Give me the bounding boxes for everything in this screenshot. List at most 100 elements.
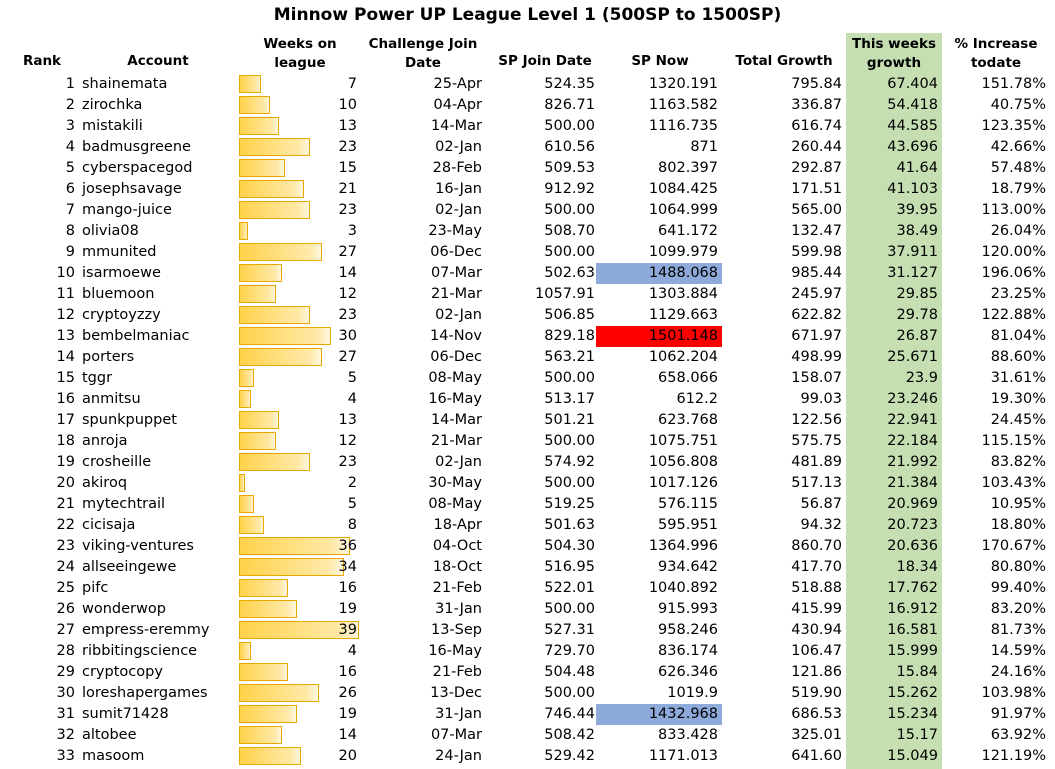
table-row: 21 mytechtrail 5 08-May 519.25 576.115 56.87 20… [0, 494, 1055, 515]
week-growth-cell: 15.999 [887, 643, 938, 659]
header-sp-join-date: SP Join Date [498, 53, 592, 69]
account-cell: sumit71428 [82, 706, 169, 722]
join-date-cell: 25-Apr [433, 76, 482, 92]
account-cell: mytechtrail [82, 496, 166, 512]
table-row: 18 anroja 12 21-Mar 500.00 1075.751 575.75 22.1… [0, 431, 1055, 452]
table-row: 25 pifc 16 21-Feb 522.01 1040.892 518.88 17.762… [0, 578, 1055, 599]
account-cell: wonderwop [82, 601, 166, 617]
weeks-cell: 15 [338, 160, 357, 176]
sp-now-cell: 1064.999 [648, 202, 718, 218]
header-this-weeks-line2: growth [866, 55, 922, 71]
sp-join-cell: 508.70 [544, 223, 595, 239]
header-total-growth: Total Growth [735, 53, 833, 69]
account-cell: allseeingewe [82, 559, 177, 575]
account-cell: cryptoyzzy [82, 307, 161, 323]
sp-join-cell: 527.31 [544, 622, 595, 638]
increase-cell: 91.97% [990, 706, 1046, 722]
weeks-cell: 5 [347, 496, 357, 512]
sp-now-cell: 623.768 [658, 412, 718, 428]
week-growth-cell: 37.911 [887, 244, 938, 260]
sp-now-cell: 1116.735 [648, 118, 718, 134]
total-growth-cell: 565.00 [791, 202, 842, 218]
weeks-cell: 13 [338, 412, 357, 428]
increase-cell: 103.43% [981, 475, 1046, 491]
weeks-data-bar [239, 138, 310, 156]
weeks-cell: 2 [347, 475, 357, 491]
weeks-data-bar [239, 75, 261, 93]
weeks-cell: 10 [338, 97, 357, 113]
total-growth-cell: 519.90 [791, 685, 842, 701]
sp-now-cell: 1017.126 [648, 475, 718, 491]
weeks-data-bar [239, 327, 331, 345]
table-row: 31 sumit71428 19 31-Jan 746.44 1432.968 686.53… [0, 704, 1055, 725]
table-row: 4 badmusgreene 23 02-Jan 610.56 871 260.44 43.6… [0, 137, 1055, 158]
join-date-cell: 06-Dec [430, 244, 482, 260]
total-growth-cell: 517.13 [791, 475, 842, 491]
sp-now-cell: 1019.9 [667, 685, 718, 701]
sp-join-cell: 524.35 [544, 76, 595, 92]
sp-now-cell: 612.2 [676, 391, 718, 407]
sp-now-cell: 802.397 [658, 160, 718, 176]
table-row: 8 olivia08 3 23-May 508.70 641.172 132.47 38.49… [0, 221, 1055, 242]
sp-join-cell: 529.42 [544, 748, 595, 764]
rank-cell: 33 [56, 748, 75, 764]
sp-now-red-highlight [596, 326, 722, 347]
increase-cell: 18.80% [990, 517, 1046, 533]
account-cell: masoom [82, 748, 145, 764]
sp-now-cell: 1084.425 [648, 181, 718, 197]
weeks-cell: 16 [338, 664, 357, 680]
sp-join-cell: 500.00 [544, 601, 595, 617]
join-date-cell: 21-Mar [430, 286, 482, 302]
table-row: 23 viking-ventures 36 04-Oct 504.30 1364.996 8… [0, 536, 1055, 557]
table-row: 33 masoom 20 24-Jan 529.42 1171.013 641.60 15.0… [0, 746, 1055, 767]
total-growth-cell: 616.74 [791, 118, 842, 134]
sp-now-cell: 658.066 [658, 370, 718, 386]
join-date-cell: 07-Mar [430, 265, 482, 281]
sp-join-cell: 826.71 [544, 97, 595, 113]
rank-cell: 1 [65, 76, 75, 92]
sp-now-cell: 576.115 [658, 496, 718, 512]
weeks-cell: 14 [338, 265, 357, 281]
rank-cell: 25 [56, 580, 75, 596]
rank-cell: 6 [65, 181, 75, 197]
join-date-cell: 08-May [428, 370, 482, 386]
weeks-data-bar [239, 621, 359, 639]
join-date-cell: 21-Feb [432, 580, 482, 596]
weeks-cell: 14 [338, 727, 357, 743]
this-weeks-growth-column-background [846, 33, 942, 769]
week-growth-cell: 38.49 [896, 223, 938, 239]
account-cell: anmitsu [82, 391, 141, 407]
total-growth-cell: 860.70 [791, 538, 842, 554]
rank-cell: 17 [56, 412, 75, 428]
join-date-cell: 14-Nov [430, 328, 482, 344]
total-growth-cell: 641.60 [791, 748, 842, 764]
table-row: 15 tggr 5 08-May 500.00 658.066 158.07 23.9 31.6… [0, 368, 1055, 389]
sp-now-blue-highlight [596, 704, 722, 725]
account-cell: anroja [82, 433, 128, 449]
table-row: 17 spunkpuppet 13 14-Mar 501.21 623.768 122.56… [0, 410, 1055, 431]
weeks-data-bar [239, 705, 297, 723]
sp-now-cell: 1075.751 [648, 433, 718, 449]
weeks-cell: 19 [338, 706, 357, 722]
sp-join-cell: 504.30 [544, 538, 595, 554]
sp-now-cell: 1171.013 [648, 748, 718, 764]
week-growth-cell: 20.969 [887, 496, 938, 512]
sp-join-cell: 500.00 [544, 202, 595, 218]
account-cell: olivia08 [82, 223, 139, 239]
sp-join-cell: 504.48 [544, 664, 595, 680]
increase-cell: 170.67% [981, 538, 1046, 554]
join-date-cell: 24-Jan [435, 748, 482, 764]
sp-join-cell: 500.00 [544, 433, 595, 449]
account-cell: cyberspacegod [82, 160, 193, 176]
weeks-data-bar [239, 201, 310, 219]
weeks-data-bar [239, 285, 276, 303]
increase-cell: 196.06% [981, 265, 1046, 281]
account-cell: altobee [82, 727, 137, 743]
weeks-data-bar [239, 264, 282, 282]
increase-cell: 18.79% [990, 181, 1046, 197]
league-table-body: 1 shainemata 7 25-Apr 524.35 1320.191 795.84 67… [0, 74, 1055, 767]
weeks-data-bar [239, 96, 270, 114]
rank-cell: 3 [65, 118, 75, 134]
table-row: 5 cyberspacegod 15 28-Feb 509.53 802.397 292.8… [0, 158, 1055, 179]
weeks-cell: 21 [338, 181, 357, 197]
